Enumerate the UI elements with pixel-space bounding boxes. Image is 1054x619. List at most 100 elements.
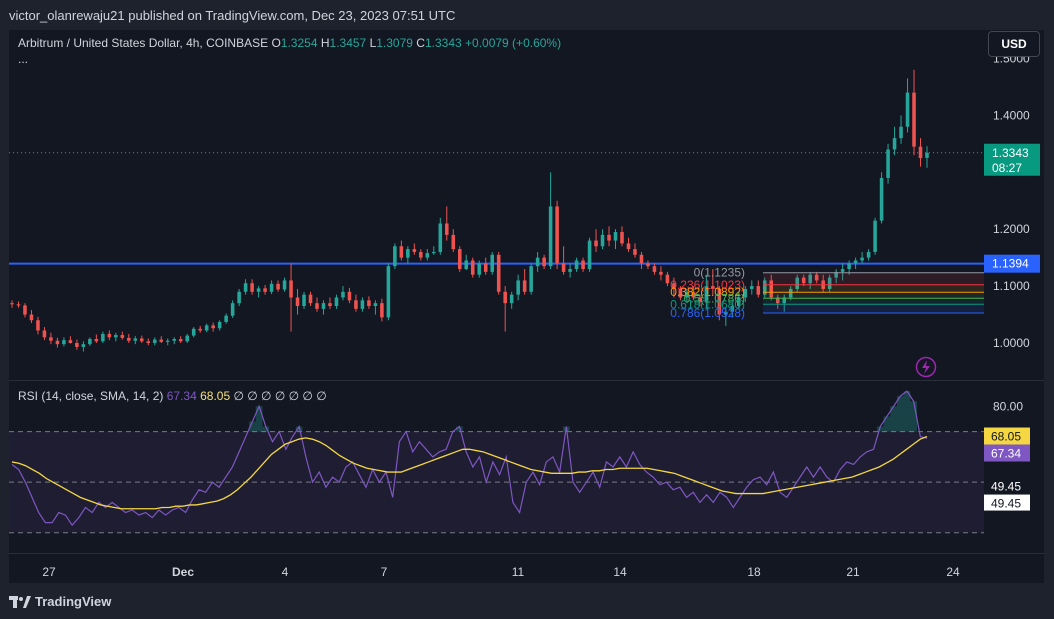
- more-menu[interactable]: ...: [18, 52, 29, 66]
- candle-body: [341, 291, 345, 298]
- time-tick-label: Dec: [172, 565, 194, 579]
- candle-body: [925, 152, 929, 158]
- candle-body: [503, 291, 507, 304]
- candle-body: [373, 303, 378, 307]
- rsi-line: [11, 390, 928, 527]
- rsi-overbought-fill: [249, 391, 917, 432]
- symbol-legend[interactable]: Arbitrum / United States Dollar, 4h, COI…: [18, 36, 561, 50]
- time-tick-label: 4: [282, 565, 289, 579]
- time-tick-label: 14: [613, 565, 627, 579]
- candle-body: [652, 266, 657, 272]
- candle-body: [114, 335, 118, 338]
- time-tick-label: 7: [381, 565, 388, 579]
- candle-body: [743, 288, 748, 298]
- price-tick-label: 1.4000: [993, 108, 1030, 122]
- candle-body: [380, 303, 384, 318]
- candle-body: [328, 303, 332, 307]
- fib-zone: [763, 304, 984, 313]
- lightning-icon-glyph: [922, 360, 930, 374]
- support-badge-value: 1.1394: [992, 257, 1029, 271]
- high-value: 1.3457: [329, 36, 367, 50]
- candle-body: [756, 286, 761, 295]
- candle-body: [905, 92, 910, 127]
- candle-body: [438, 223, 443, 252]
- candle-body: [445, 223, 449, 235]
- candle-body: [529, 266, 533, 292]
- candle-body: [10, 303, 14, 305]
- candle-body: [419, 251, 423, 258]
- candle-body: [814, 274, 819, 281]
- candle-body: [788, 288, 793, 298]
- low-label: L: [369, 36, 377, 50]
- candle-body: [477, 263, 482, 275]
- candle-body: [853, 260, 858, 264]
- candle-body: [243, 283, 248, 292]
- rsi-value: 67.34: [166, 389, 197, 403]
- fib-zone: [763, 272, 984, 285]
- candle-body: [769, 280, 774, 298]
- candle-body: [665, 274, 670, 284]
- candle-body: [659, 271, 663, 275]
- candle-body: [315, 303, 319, 309]
- candle-body: [639, 254, 644, 264]
- tradingview-logo[interactable]: TradingView: [9, 594, 111, 609]
- rsi-badge: [984, 444, 1030, 462]
- candle-body: [237, 291, 241, 304]
- rsi-legend[interactable]: RSI (14, close, SMA, 14, 2) 67.34 68.05 …: [18, 389, 327, 403]
- candle-body: [633, 249, 637, 255]
- candle-body: [594, 240, 598, 247]
- candle-body: [522, 280, 527, 292]
- fib-zone: [763, 284, 984, 293]
- open-value: 1.3254: [280, 36, 318, 50]
- candle-body: [750, 286, 754, 289]
- chart-panel[interactable]: [9, 30, 1044, 583]
- candle-body: [94, 339, 99, 342]
- candle-body: [23, 305, 27, 315]
- candle-body: [827, 277, 832, 289]
- candle-body: [165, 340, 170, 342]
- published-caption: victor_olanrewaju21 published on Trading…: [9, 8, 456, 23]
- candle-body: [107, 333, 112, 338]
- candle-body: [762, 280, 767, 295]
- candle-body: [101, 333, 105, 342]
- candle-body: [801, 277, 806, 284]
- rsi-sma-badge: [984, 427, 1030, 445]
- fib-level-label: 0.786(1.0528): [670, 306, 745, 320]
- candle-body: [354, 300, 358, 309]
- candle-body: [269, 283, 274, 292]
- rsi-level-badge-a-value: 49.45: [991, 480, 1021, 494]
- last-price-badge: [984, 143, 1040, 176]
- candle-body: [685, 291, 689, 298]
- candle-body: [548, 206, 553, 267]
- candle-body: [68, 340, 73, 344]
- time-tick-label: 18: [747, 565, 761, 579]
- candle-body: [646, 263, 650, 267]
- rsi-level-badge-b-value: 49.45: [991, 497, 1021, 511]
- countdown-badge-value: 08:27: [992, 161, 1022, 175]
- fib-level-label: 0.236(1.1023): [670, 278, 745, 292]
- candle-body: [321, 303, 326, 309]
- candle-body: [886, 149, 890, 178]
- candle-body: [873, 220, 877, 252]
- candle-body: [808, 274, 812, 284]
- candle-body: [581, 260, 585, 270]
- candle-body: [36, 320, 40, 331]
- rsi-badge-value: 67.34: [991, 447, 1021, 461]
- low-value: 1.3079: [376, 36, 413, 50]
- lightning-icon: [915, 356, 937, 378]
- currency-button[interactable]: USD: [988, 31, 1040, 57]
- price-tick-label: 1.2000: [993, 222, 1030, 236]
- candle-body: [879, 177, 884, 221]
- candle-body: [840, 269, 845, 272]
- candle-body: [470, 260, 475, 275]
- candle-body: [451, 234, 456, 250]
- fib-level-label: 0.5(1.0786): [684, 291, 745, 305]
- candle-body: [172, 339, 177, 341]
- candle-body: [918, 146, 923, 159]
- rsi-sma-badge-value: 68.05: [991, 430, 1021, 444]
- candle-body: [62, 340, 66, 345]
- candle-body: [49, 337, 53, 341]
- tradingview-logo-icon: [9, 595, 31, 608]
- change-value: +0.0079 (+0.60%): [465, 36, 562, 50]
